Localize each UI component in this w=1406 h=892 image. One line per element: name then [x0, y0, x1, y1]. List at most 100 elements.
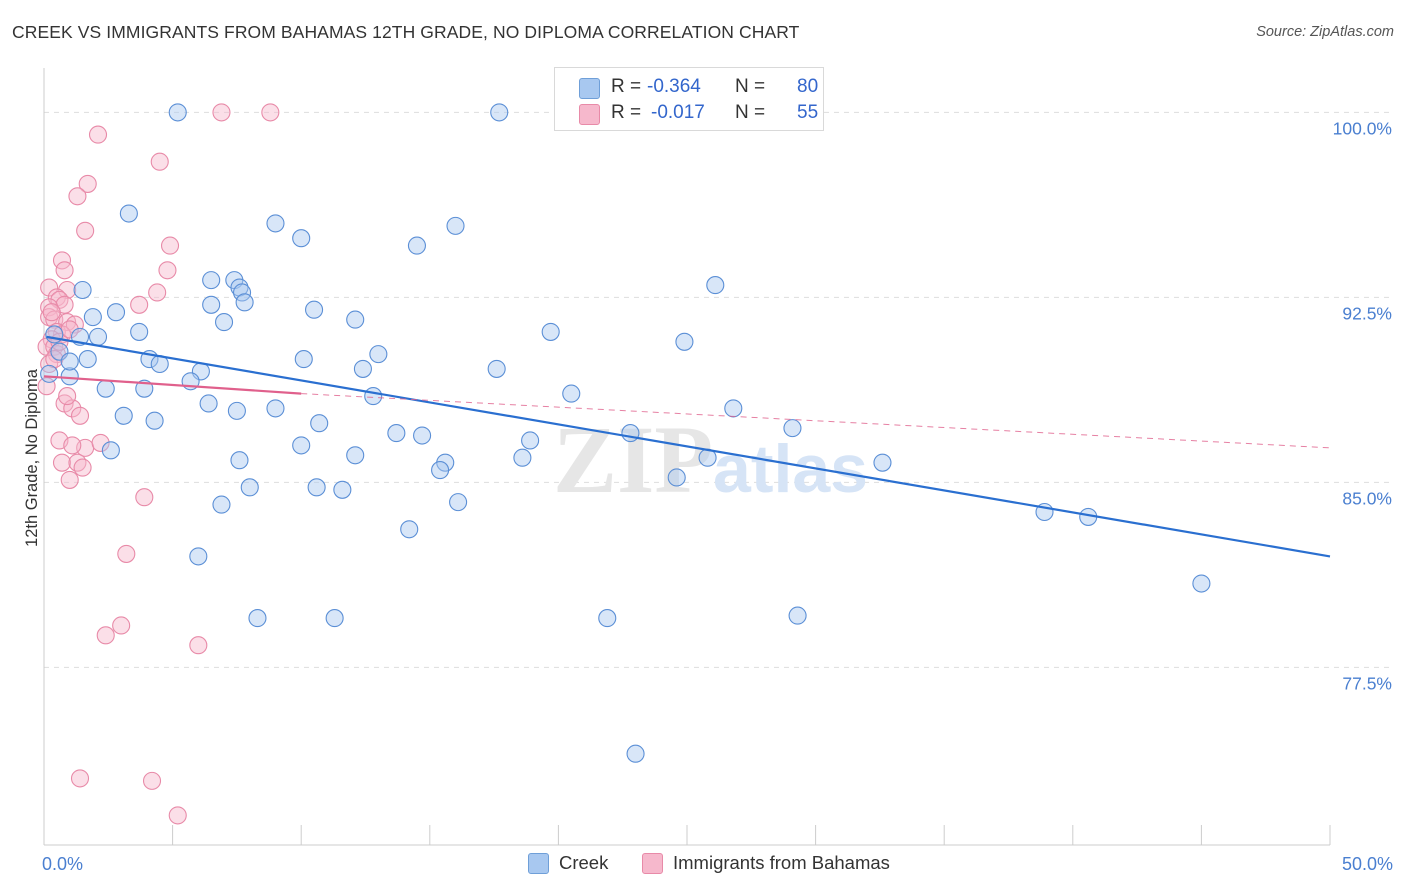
creek-point [266, 214, 285, 233]
bahamas-point [150, 152, 169, 171]
n-label: N = [735, 102, 766, 123]
creek-point [96, 379, 115, 398]
trend-lines [43, 335, 1331, 558]
creek-point [199, 394, 218, 413]
creek-point [266, 399, 285, 418]
bahamas-swatch [579, 104, 600, 125]
creek-point [413, 426, 432, 445]
series-bahamas-points [37, 103, 280, 825]
correlation-legend: R = -0.364 N = 80 R = -0.017 N = 55 [554, 67, 824, 131]
creek-swatch [528, 853, 549, 874]
creek-point [346, 310, 365, 329]
bahamas-point [88, 125, 108, 144]
creek-point [387, 424, 406, 443]
creek-point [667, 468, 686, 487]
bahamas-point [76, 221, 95, 240]
creek-point [227, 401, 246, 420]
creek-point [45, 325, 64, 344]
creek-point [675, 332, 694, 351]
chart-title: CREEK VS IMMIGRANTS FROM BAHAMAS 12TH GR… [12, 22, 800, 42]
bahamas-point [130, 295, 149, 314]
bahamas-point [78, 174, 97, 193]
gridlines [44, 111, 1392, 668]
creek-point [783, 419, 802, 438]
bahamas-point [160, 236, 180, 255]
creek-point [214, 313, 234, 332]
creek-point [88, 327, 108, 346]
creek-point [60, 352, 79, 371]
bahamas-point [189, 636, 208, 655]
bahamas-point [40, 278, 59, 297]
bahamas-point [68, 453, 87, 472]
bahamas-trend-line [43, 375, 302, 395]
creek-point [487, 359, 506, 378]
r-label: R = [611, 76, 642, 97]
bahamas-point [91, 433, 110, 452]
creek-point [119, 204, 138, 223]
bahamas-point [58, 387, 77, 406]
creek-point [168, 103, 187, 122]
creek-point [78, 350, 97, 369]
bahamas-point [212, 103, 231, 122]
y-tick-label: 100.0% [1333, 118, 1392, 138]
bahamas-point [96, 626, 115, 645]
bahamas-point [42, 303, 61, 322]
y-tick-label: 77.5% [1342, 673, 1392, 693]
creek-point [400, 520, 419, 539]
creek-point [364, 387, 383, 406]
creek-point [248, 609, 267, 628]
creek-point [407, 236, 426, 255]
x-tick-label-max: 50.0% [1342, 854, 1393, 874]
bahamas-point [40, 354, 59, 374]
creek-point [145, 411, 164, 430]
creek-point [202, 295, 221, 314]
bahamas-point [148, 283, 167, 302]
axis-labels: 77.5% 85.0% 92.5% 100.0% 0.0% 50.0% 12th Grade… [23, 118, 1393, 874]
creek-point [189, 547, 208, 566]
series-legend: Creek Immigrants from Bahamas [0, 852, 1406, 878]
creek-point [60, 367, 79, 386]
bahamas-point [68, 187, 87, 206]
y-tick-label: 85.0% [1342, 488, 1392, 508]
bahamas-point [52, 453, 72, 472]
creek-point [449, 493, 468, 512]
creek-point [873, 453, 892, 472]
bahamas-point [168, 806, 187, 825]
creek-point [212, 495, 231, 514]
creek-point [101, 441, 120, 460]
bahamas-point [60, 470, 79, 489]
creek-point [235, 293, 254, 312]
creek-point [562, 384, 581, 403]
bahamas-point [142, 771, 162, 790]
creek-point [431, 461, 450, 480]
bahamas-point [73, 458, 92, 477]
creek-swatch [579, 78, 600, 99]
bahamas-point [70, 769, 90, 788]
creek-point [325, 609, 344, 628]
creek-point [788, 606, 807, 625]
bahamas-point [55, 261, 74, 280]
bahamas-point [117, 544, 136, 563]
creek-point [240, 478, 259, 497]
n-value: 80 [797, 76, 819, 97]
creek-point [202, 271, 221, 290]
bahamas-point [261, 103, 280, 122]
bahamas-point [63, 436, 82, 455]
creek-point [521, 431, 540, 450]
r-value: -0.017 [651, 102, 705, 123]
creek-point [1192, 574, 1211, 593]
watermark: ZIP atlas [553, 406, 868, 513]
creek-point [490, 103, 509, 122]
creek-point [83, 308, 102, 327]
watermark-zip: ZIP [553, 406, 713, 513]
creek-point [294, 350, 313, 369]
creek-point [310, 414, 329, 433]
y-axis-label: 12th Grade, No Diploma [23, 368, 41, 547]
legend-label-creek: Creek [559, 852, 609, 873]
bahamas-point [112, 616, 131, 635]
creek-point [446, 216, 465, 235]
creek-trend-line [46, 335, 1331, 558]
source-credit: Source: ZipAtlas.com [1256, 24, 1394, 40]
bahamas-point [135, 488, 154, 507]
